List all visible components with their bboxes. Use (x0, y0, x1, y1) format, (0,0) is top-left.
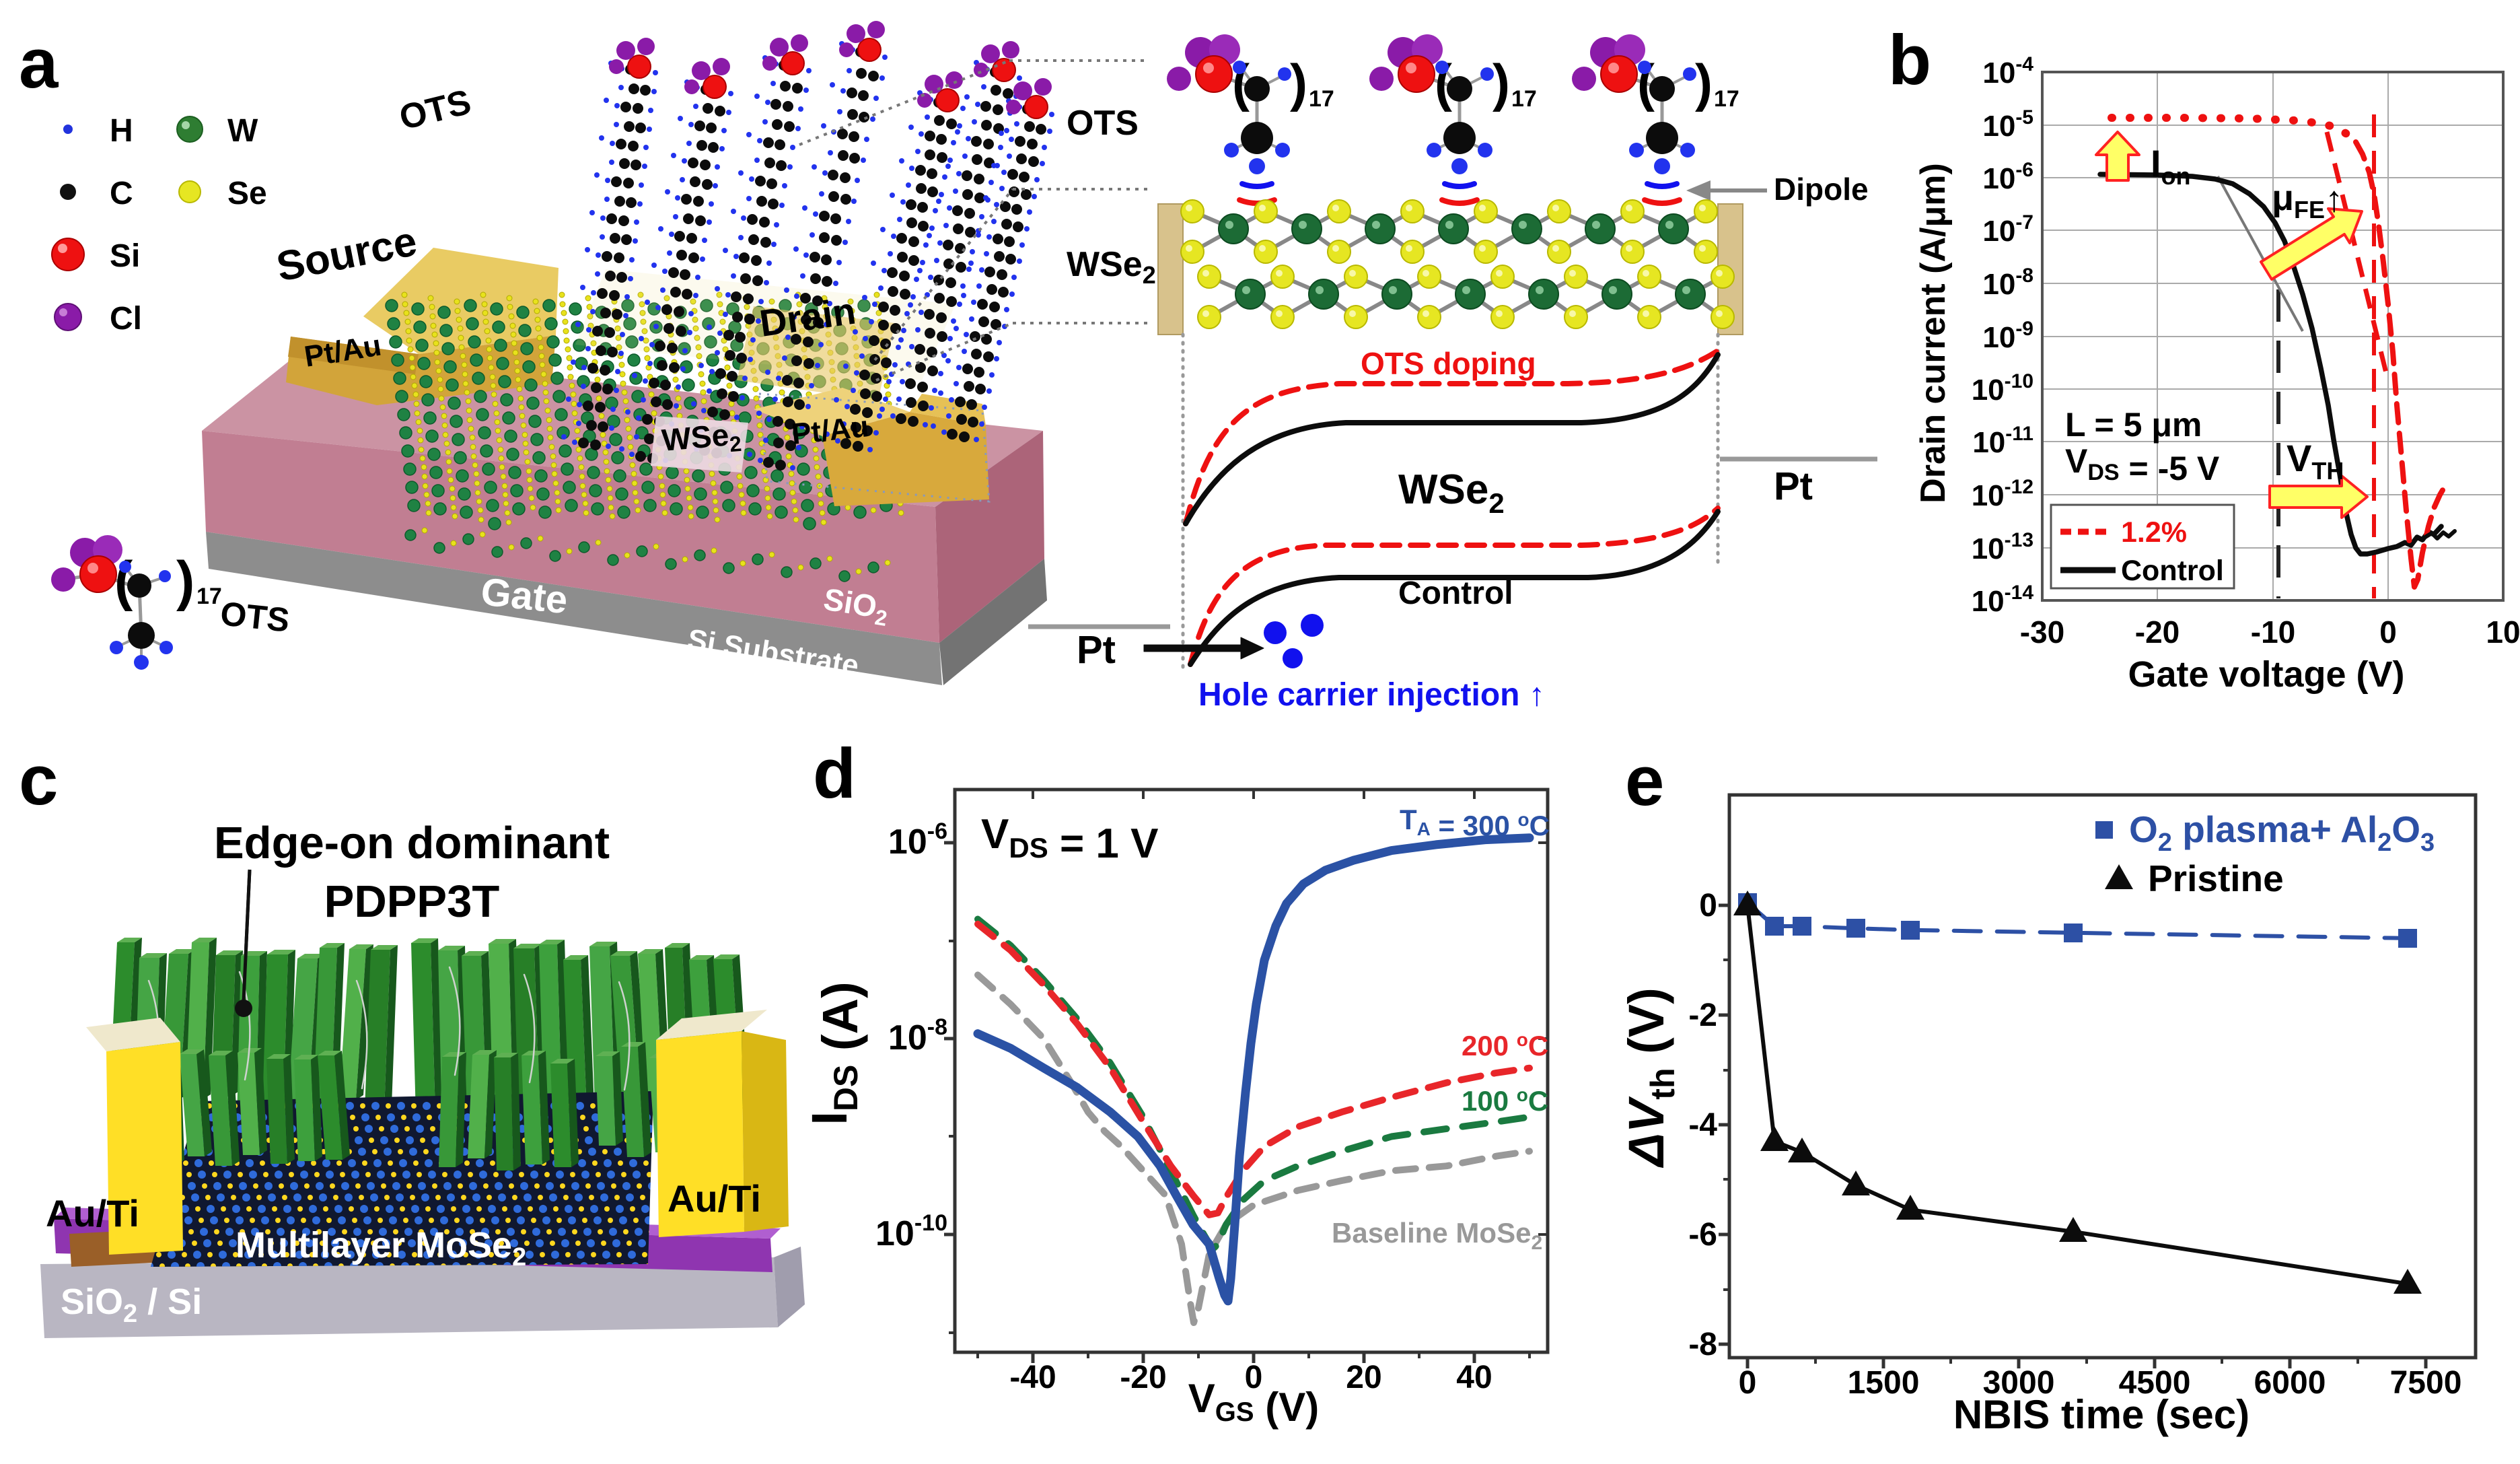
svg-text:Gate voltage (V): Gate voltage (V) (2128, 654, 2404, 695)
svg-text:Dipole: Dipole (1774, 172, 1869, 207)
svg-text:): ) (176, 551, 194, 612)
svg-text:6000: 6000 (2254, 1365, 2326, 1401)
svg-text:Multilayer MoSe2: Multilayer MoSe2 (236, 1225, 526, 1271)
svg-text:C: C (110, 176, 133, 211)
svg-text:Hole carrier injection ↑: Hole carrier injection ↑ (1198, 677, 1545, 713)
svg-text:OTS: OTS (1067, 104, 1139, 143)
svg-text:200 oC: 200 oC (1462, 1029, 1548, 1061)
svg-text:10-6: 10-6 (1982, 159, 2033, 195)
svg-text:-20: -20 (2135, 615, 2180, 650)
svg-text:d: d (813, 734, 856, 813)
svg-text:Pt: Pt (1077, 628, 1116, 672)
svg-text:40: 40 (1456, 1360, 1492, 1395)
svg-text:10-10: 10-10 (1972, 370, 2033, 407)
svg-text:17: 17 (1714, 86, 1739, 112)
svg-text:OTS doping: OTS doping (1361, 346, 1536, 381)
svg-text:SiO2 / Si: SiO2 / Si (61, 1282, 202, 1328)
svg-text:): ) (1492, 53, 1510, 112)
svg-text:3000: 3000 (1983, 1365, 2055, 1401)
svg-text:): ) (1695, 53, 1713, 112)
svg-text:b: b (1888, 21, 1931, 100)
svg-text:0: 0 (1739, 1365, 1757, 1401)
svg-text:e: e (1625, 742, 1664, 821)
svg-text:Pt: Pt (1774, 464, 1813, 508)
svg-text:17: 17 (1511, 86, 1537, 112)
svg-text:-4: -4 (1688, 1107, 1717, 1143)
svg-text:4500: 4500 (2119, 1365, 2191, 1401)
svg-text:-6: -6 (1688, 1217, 1717, 1253)
svg-text:H: H (110, 113, 133, 149)
svg-text:Au/Ti: Au/Ti (46, 1192, 139, 1234)
svg-text:W: W (227, 113, 258, 149)
svg-text:-30: -30 (2020, 615, 2064, 650)
svg-text:100 oC: 100 oC (1462, 1084, 1548, 1117)
svg-text:0: 0 (1245, 1360, 1263, 1395)
svg-text:Si: Si (110, 238, 140, 274)
svg-text:c: c (19, 741, 58, 820)
svg-text:17: 17 (1309, 86, 1334, 112)
svg-text:Control: Control (1398, 576, 1513, 611)
svg-text:0: 0 (1699, 888, 1717, 923)
svg-text:Control: Control (2121, 555, 2224, 587)
svg-text:Cl: Cl (110, 301, 142, 337)
svg-text:Edge-on dominant: Edge-on dominant (214, 818, 610, 868)
svg-text:O2 plasma+ Al2O3: O2 plasma+ Al2O3 (2129, 808, 2435, 857)
svg-text:-10: -10 (2251, 615, 2295, 650)
svg-text:Au/Ti: Au/Ti (668, 1177, 761, 1220)
svg-text:NBIS time (sec): NBIS time (sec) (1953, 1392, 2249, 1437)
svg-text:a: a (19, 24, 59, 103)
svg-text:Drain current (A/μm): Drain current (A/μm) (1914, 163, 1953, 503)
svg-text:Gate: Gate (479, 569, 570, 622)
svg-text:20: 20 (1346, 1360, 1381, 1395)
svg-text:0: 0 (2379, 615, 2397, 650)
svg-text:L = 5 μm: L = 5 μm (2065, 406, 2202, 444)
svg-text:WSe2: WSe2 (1398, 466, 1505, 519)
svg-text:1500: 1500 (1848, 1365, 1920, 1401)
svg-text:10: 10 (2486, 615, 2520, 650)
svg-text:1.2%: 1.2% (2121, 516, 2187, 549)
svg-text:Pristine: Pristine (2148, 858, 2284, 899)
svg-text:VGS (V): VGS (V) (1188, 1376, 1319, 1430)
svg-text:-8: -8 (1688, 1327, 1717, 1362)
svg-text:WSe2: WSe2 (1067, 245, 1156, 289)
svg-text:PDPP3T: PDPP3T (324, 876, 500, 927)
svg-text:7500: 7500 (2390, 1365, 2462, 1401)
svg-text:OTS: OTS (219, 594, 291, 639)
svg-text:ΔVth (V): ΔVth (V) (1618, 987, 1682, 1168)
svg-text:Se: Se (227, 176, 267, 211)
svg-text:): ) (1290, 53, 1307, 112)
svg-text:17: 17 (196, 584, 222, 609)
svg-text:-20: -20 (1120, 1360, 1166, 1395)
svg-text:Baseline MoSe2: Baseline MoSe2 (1332, 1217, 1542, 1254)
svg-text:-40: -40 (1009, 1360, 1056, 1395)
svg-text:Pt/Au: Pt/Au (790, 410, 870, 451)
svg-text:-2: -2 (1688, 998, 1717, 1033)
